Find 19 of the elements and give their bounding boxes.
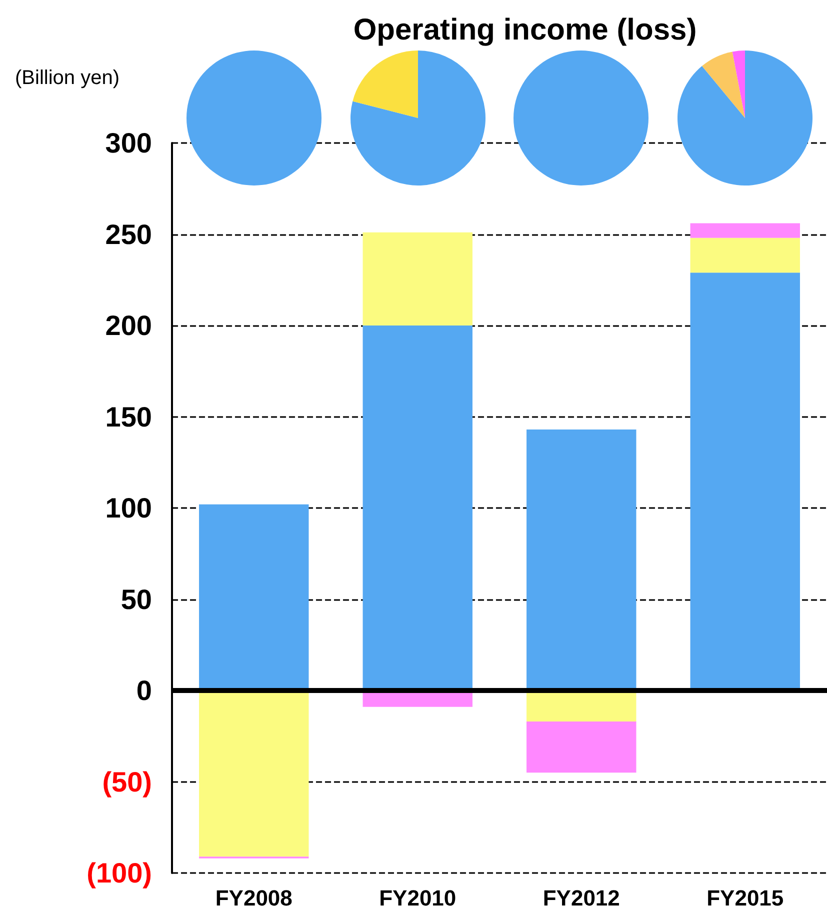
bar [526, 722, 636, 773]
y-tick-label: 200 [105, 310, 152, 341]
y-tick-label: (50) [102, 766, 152, 798]
y-tick-label: 50 [120, 584, 152, 615]
y-tick-label: 0 [136, 675, 152, 706]
y-tick-label: 250 [105, 218, 152, 250]
bar [690, 223, 800, 238]
x-tick-label: FY2008 [215, 886, 292, 910]
y-tick-label: (100) [86, 858, 152, 888]
y-tick-label: 300 [105, 128, 152, 158]
chart-title: Operating income (loss) [353, 14, 697, 46]
y-tick-label: 150 [105, 401, 152, 432]
bar [690, 238, 800, 273]
x-tick-label: FY2010 [379, 886, 456, 910]
y-axis-title: (Billion yen) [15, 67, 120, 89]
x-tick-label: FY2012 [542, 886, 620, 910]
bar [362, 232, 472, 326]
y-tick-label: 100 [105, 492, 152, 524]
x-tick-label: FY2015 [706, 886, 784, 910]
